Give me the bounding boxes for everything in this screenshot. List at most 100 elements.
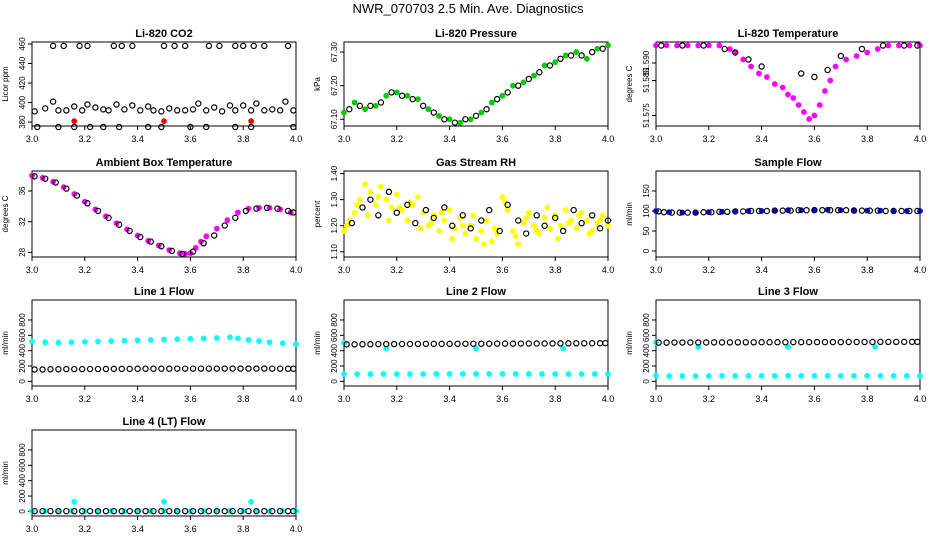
- data-point-black: [100, 123, 107, 131]
- data-point-black: [559, 227, 567, 235]
- y-tick-label: 67.20: [330, 75, 339, 96]
- data-point-black: [239, 102, 247, 109]
- data-point-black: [181, 107, 189, 114]
- data-point-yellow: [459, 222, 466, 229]
- data-point-black: [102, 365, 110, 373]
- data-point-cyan: [367, 371, 374, 377]
- y-tick-label: 36: [18, 186, 27, 195]
- x-tick-label: 3.0: [338, 265, 351, 275]
- data-point-cyan: [433, 371, 440, 377]
- y-tick-label: 0: [642, 248, 651, 253]
- chart-title: Sample Flow: [754, 157, 822, 169]
- data-point-yellow: [544, 204, 551, 211]
- x-tick-label: 3.0: [338, 134, 351, 144]
- data-point-black: [284, 365, 292, 372]
- data-point-black: [71, 123, 78, 131]
- data-point-black: [247, 107, 255, 114]
- data-point-magenta: [235, 209, 241, 216]
- x-tick-label: 3.0: [26, 134, 39, 144]
- data-point-yellow: [436, 228, 442, 234]
- data-point-cyan: [758, 372, 765, 379]
- data-point-magenta: [785, 91, 791, 98]
- data-point-magenta: [885, 42, 892, 49]
- y-tick-label: 800: [18, 443, 27, 457]
- chart-panel-line-1-flow: Line 1 Flow 3.0 3.2 3.4 3.6 3.8 4.0 0 200 4006008…: [1, 286, 302, 404]
- data-point-black: [134, 507, 141, 515]
- data-point-cyan: [187, 335, 194, 342]
- data-point-black: [721, 45, 728, 53]
- data-point-cyan: [732, 372, 739, 379]
- data-point-black: [739, 208, 747, 215]
- data-point-magenta: [653, 42, 659, 49]
- data-point-cyan: [42, 339, 49, 346]
- data-point-yellow: [354, 201, 361, 208]
- data-point-black: [367, 341, 374, 348]
- data-point-yellow: [491, 225, 498, 232]
- data-point-yellow: [510, 228, 516, 234]
- data-point-black: [900, 42, 908, 49]
- data-point-black: [700, 42, 707, 49]
- y-tick-label: 0: [642, 379, 651, 384]
- data-point-black: [655, 339, 662, 346]
- data-point-cyan: [279, 340, 286, 347]
- data-point-black: [893, 338, 900, 346]
- data-point-black: [126, 365, 133, 373]
- x-tick-label: 3.2: [79, 524, 92, 534]
- data-point-cyan: [459, 371, 466, 377]
- data-point-black: [221, 222, 228, 229]
- data-point-black: [49, 42, 57, 50]
- data-point-green: [499, 92, 506, 99]
- data-point-black: [412, 219, 419, 227]
- data-point-black: [356, 102, 364, 110]
- y-tick-label: 67.30: [330, 42, 339, 63]
- page-title: NWR_070703 2.5 Min. Ave. Diagnostics: [352, 1, 584, 16]
- data-point-black: [94, 207, 102, 215]
- data-point-yellow: [481, 241, 487, 247]
- data-point-black: [205, 42, 213, 50]
- data-point-cyan: [499, 371, 506, 377]
- data-point-black: [118, 507, 125, 515]
- data-point-cyan: [525, 371, 532, 377]
- data-point-cyan: [473, 371, 479, 377]
- chart-title: Li-820 CO2: [135, 28, 192, 40]
- data-point-yellow: [557, 222, 564, 229]
- data-point-black: [290, 123, 297, 131]
- data-point-magenta: [853, 53, 860, 59]
- data-point-black: [269, 507, 276, 515]
- data-point-black: [105, 214, 112, 222]
- x-tick-label: 3.2: [703, 134, 716, 144]
- data-point-black: [150, 107, 157, 114]
- data-point-green: [531, 72, 537, 79]
- data-point-yellow: [367, 188, 374, 195]
- data-point-black: [253, 100, 260, 107]
- x-tick-label: 3.6: [184, 265, 197, 275]
- x-tick-label: 3.2: [79, 134, 92, 144]
- data-point-black: [462, 340, 469, 347]
- x-tick-label: 3.6: [496, 265, 509, 275]
- data-point-black: [459, 212, 466, 219]
- data-point-black: [137, 233, 144, 241]
- data-point-black: [346, 105, 353, 113]
- data-point-black: [247, 123, 255, 131]
- data-point-black: [750, 339, 757, 346]
- data-point-black: [348, 219, 356, 227]
- data-point-black: [557, 55, 564, 63]
- data-point-yellow: [554, 235, 561, 242]
- data-point-yellow: [605, 222, 611, 229]
- chart-panel-li820-co2: Li-820 CO2 3.0 3.2 3.4 3.6 3.8 4.0 380 400 420 440…: [1, 28, 302, 144]
- data-point-yellow: [523, 215, 530, 221]
- data-point-black: [253, 507, 260, 515]
- y-tick-label: 200: [18, 359, 27, 373]
- data-point-black: [189, 365, 197, 372]
- data-point-black: [200, 239, 207, 247]
- data-point-black: [63, 507, 70, 515]
- data-point-black: [290, 507, 297, 515]
- data-point-yellow: [515, 241, 522, 247]
- data-point-black: [679, 339, 686, 346]
- data-point-black: [914, 42, 921, 49]
- data-point-black: [803, 206, 810, 214]
- data-point-cyan: [666, 373, 673, 379]
- data-point-cyan: [692, 373, 699, 379]
- data-point-black: [385, 188, 393, 196]
- data-point-black: [110, 42, 118, 50]
